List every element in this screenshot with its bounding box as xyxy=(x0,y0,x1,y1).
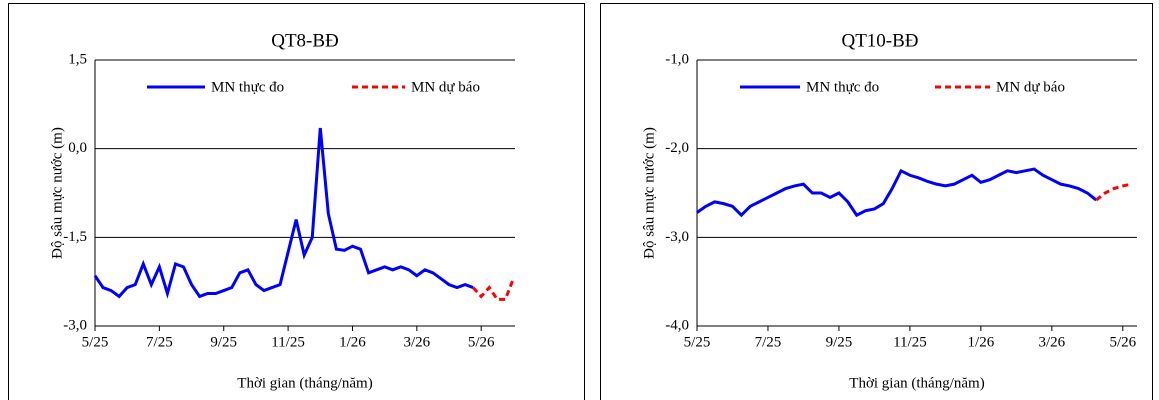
legend-label: MN thực đo xyxy=(211,79,284,95)
legend-label: MN dự báo xyxy=(411,79,480,95)
x-tick-label: 5/26 xyxy=(1109,334,1136,350)
x-tick-label: 1/26 xyxy=(968,334,995,350)
x-tick-label: 5/25 xyxy=(82,334,109,350)
x-axis-title: Thời gian (tháng/năm) xyxy=(849,375,984,391)
x-tick-label: 3/26 xyxy=(1039,334,1066,350)
data-line xyxy=(696,167,1098,218)
y-tick-label: -4,0 xyxy=(665,317,689,333)
y-tick-label: -2,0 xyxy=(665,140,689,156)
y-axis-title: Độ sâu mực nước (m) xyxy=(641,127,657,259)
x-tick-label: 5/25 xyxy=(684,334,711,350)
chart-title: QT10-BĐ xyxy=(841,30,918,51)
data-line xyxy=(93,127,474,299)
y-axis-title: Độ sâu mực nước (m) xyxy=(49,127,65,259)
data-line xyxy=(472,278,515,301)
x-tick-label: 9/25 xyxy=(826,334,853,350)
y-tick-label: -3,0 xyxy=(665,229,689,245)
x-tick-label: 11/25 xyxy=(271,334,305,350)
y-tick-label: -3,0 xyxy=(63,317,87,333)
x-tick-label: 11/25 xyxy=(893,334,927,350)
data-line xyxy=(1095,182,1132,202)
x-axis-title: Thời gian (tháng/năm) xyxy=(237,375,372,391)
x-tick-label: 3/26 xyxy=(404,334,431,350)
x-tick-label: 7/25 xyxy=(755,334,782,350)
x-tick-label: 7/25 xyxy=(146,334,173,350)
x-tick-label: 5/26 xyxy=(468,334,495,350)
panel-frame xyxy=(600,3,1153,400)
y-tick-label: 1,5 xyxy=(68,51,87,67)
panel-frame xyxy=(8,3,585,400)
legend-label: MN dự báo xyxy=(996,79,1065,95)
chart-title: QT8-BĐ xyxy=(271,30,339,51)
y-tick-label: 0,0 xyxy=(68,140,87,156)
y-tick-label: -1,5 xyxy=(63,229,87,245)
y-tick-label: -1,0 xyxy=(665,51,689,67)
legend-label: MN thực đo xyxy=(806,79,879,95)
x-tick-label: 9/25 xyxy=(210,334,237,350)
x-tick-label: 1/26 xyxy=(339,334,366,350)
